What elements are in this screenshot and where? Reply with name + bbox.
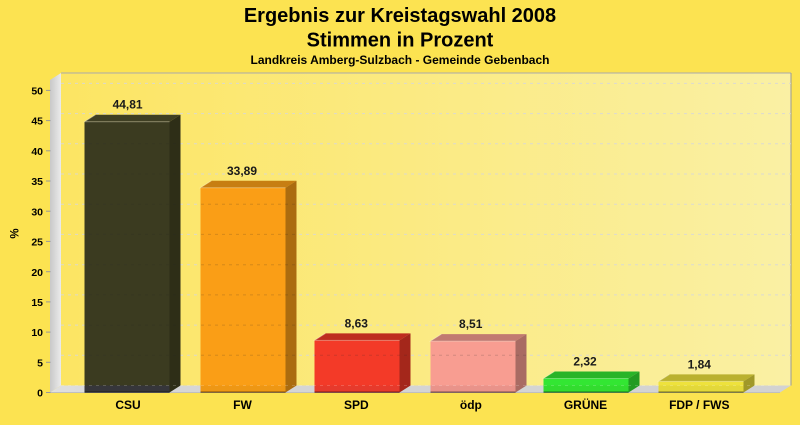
svg-text:45: 45 [31,116,43,128]
svg-text:5: 5 [37,357,43,369]
svg-text:FDP / FWS: FDP / FWS [669,398,729,412]
svg-text:FW: FW [233,398,252,412]
svg-text:25: 25 [31,237,43,249]
svg-text:10: 10 [31,327,43,339]
svg-text:GRÜNE: GRÜNE [564,397,607,412]
svg-text:35: 35 [31,176,43,188]
svg-text:40: 40 [31,146,43,158]
svg-text:8,63: 8,63 [345,316,369,330]
svg-text:1,84: 1,84 [688,357,712,371]
svg-text:CSU: CSU [115,398,140,412]
svg-text:Landkreis Amberg-Sulzbach - Ge: Landkreis Amberg-Sulzbach - Gemeinde Geb… [251,53,550,67]
svg-text:15: 15 [31,297,43,309]
svg-text:44,81: 44,81 [113,98,143,112]
svg-text:ödp: ödp [460,398,482,412]
svg-text:%: % [10,228,22,238]
svg-text:8,51: 8,51 [459,317,483,331]
svg-text:2,32: 2,32 [573,355,597,369]
svg-text:20: 20 [31,267,43,279]
svg-text:50: 50 [31,86,43,98]
svg-text:30: 30 [31,206,43,218]
svg-text:SPD: SPD [344,398,369,412]
svg-text:0: 0 [37,388,43,400]
svg-text:Stimmen in Prozent: Stimmen in Prozent [307,30,494,52]
svg-text:Ergebnis zur Kreistagswahl 200: Ergebnis zur Kreistagswahl 2008 [244,5,556,27]
svg-text:33,89: 33,89 [227,164,257,178]
